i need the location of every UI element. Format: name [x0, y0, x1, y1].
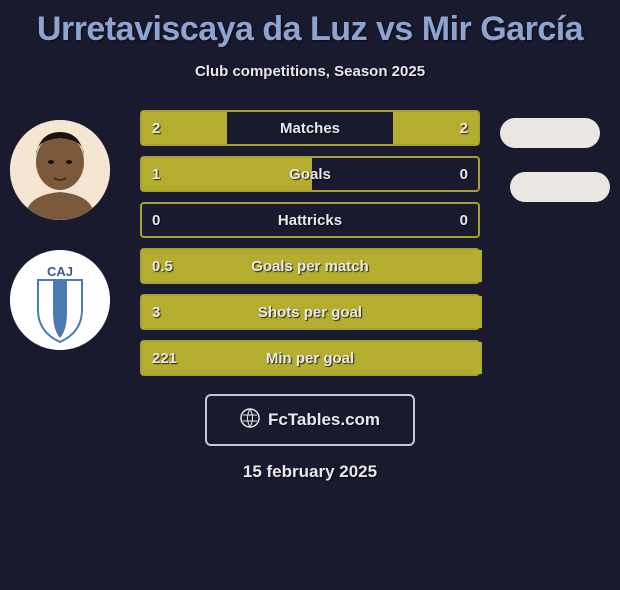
branding-text: FcTables.com — [268, 410, 380, 430]
branding-logo-icon — [240, 408, 260, 433]
stat-label: Shots per goal — [142, 304, 478, 321]
stat-label: Min per goal — [142, 350, 478, 367]
stat-row: 0Hattricks0 — [140, 202, 480, 238]
stat-row: 3Shots per goal — [140, 294, 480, 330]
stat-label: Matches — [142, 120, 478, 137]
player1-avatar — [10, 120, 110, 220]
svg-text:CAJ: CAJ — [47, 264, 73, 279]
chart-area: CAJ 2Matches21Goals00Hattricks00.5Goals … — [0, 110, 620, 376]
date-text: 15 february 2025 — [0, 462, 620, 482]
subtitle: Club competitions, Season 2025 — [0, 63, 620, 80]
stat-row: 1Goals0 — [140, 156, 480, 192]
club-crest-icon: CAJ — [10, 250, 110, 350]
stat-row: 0.5Goals per match — [140, 248, 480, 284]
value-right: 0 — [460, 166, 468, 183]
player2-pill — [510, 172, 610, 202]
player2-crest: CAJ — [10, 250, 110, 350]
player-silhouette-icon — [10, 120, 110, 220]
value-right: 0 — [460, 212, 468, 229]
branding-box[interactable]: FcTables.com — [205, 394, 415, 446]
value-right: 2 — [460, 120, 468, 137]
stat-row: 2Matches2 — [140, 110, 480, 146]
page-title: Urretaviscaya da Luz vs Mir García — [0, 10, 620, 49]
player1-pill — [500, 118, 600, 148]
stat-label: Goals — [142, 166, 478, 183]
stat-row: 221Min per goal — [140, 340, 480, 376]
stat-label: Hattricks — [142, 212, 478, 229]
stat-label: Goals per match — [142, 258, 478, 275]
